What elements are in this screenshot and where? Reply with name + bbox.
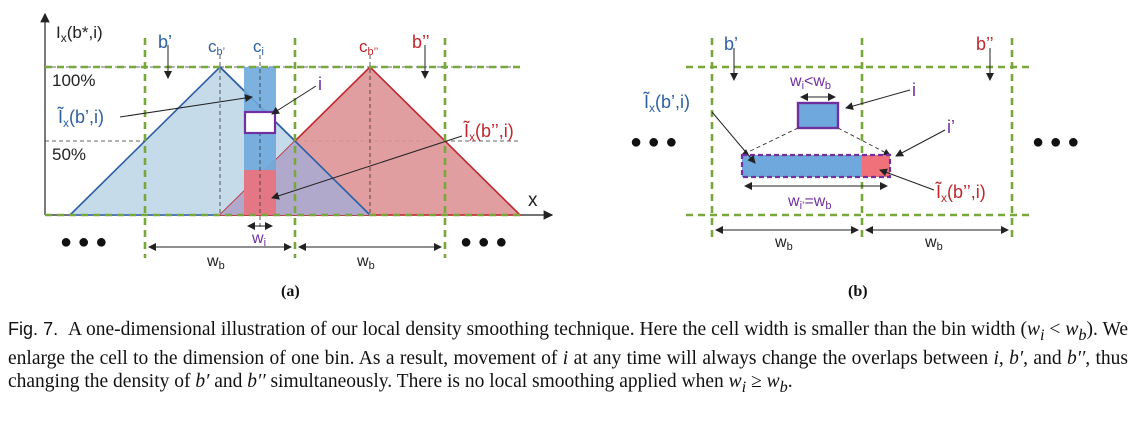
dots-b-right: ● ● ● — [1032, 131, 1079, 153]
enlarged-cell-label: i’ — [947, 117, 955, 137]
enlarged-cell-border — [740, 153, 892, 179]
small-cell-leader — [845, 89, 911, 110]
overlap-b-left-leader — [711, 111, 756, 164]
bin-b-width-right: wb — [924, 234, 943, 253]
dots-right: ● ● ● — [460, 231, 507, 253]
enlarged-leader — [895, 129, 946, 157]
panel-b: b’ b’’ wi<wb i i’ Ĩx(b’,i) Ĩx(b’’,i) wi’… — [630, 34, 1079, 300]
panel-a: Ix(b*,i) x 100% 50% b’ b’’ cb’ ci cb’’ i… — [40, 12, 554, 300]
bin-b-left-label: b’ — [724, 34, 738, 54]
bin-b-width-left: wb — [774, 234, 793, 253]
overlap-b-right-leader — [879, 168, 935, 191]
bin-left-label: b’ — [158, 32, 172, 52]
cell-width-label: wi — [251, 230, 266, 249]
dots-b-left: ● ● ● — [630, 131, 677, 153]
caption-text: A one-dimensional illustration of our lo… — [68, 319, 1027, 340]
proj-left — [741, 127, 799, 156]
bin-width-label-left: wb — [206, 253, 225, 272]
wi-prime-equals-label: wi’=wb — [787, 193, 831, 212]
bin-width-label-right: wb — [356, 253, 375, 272]
center-left-label: cb’ — [208, 37, 225, 58]
cell-box — [243, 110, 277, 135]
tick-100: 100% — [52, 71, 95, 90]
dots-left: ● ● ● — [60, 231, 107, 253]
enlarged-cell-red — [862, 155, 890, 177]
overlap-right-leader — [271, 135, 463, 200]
overlap-b-right-label: Ĩx(b’’,i) — [935, 181, 986, 205]
overlap-left-label: Ĩx(b’,i) — [57, 106, 104, 130]
figure-caption: Fig. 7. A one-dimensional illustration o… — [8, 319, 1128, 396]
figure-number: Fig. 7. — [8, 319, 59, 339]
x-axis-label: x — [528, 190, 538, 211]
tick-50: 50% — [52, 145, 86, 164]
panel-a-label: (a) — [281, 283, 300, 300]
panel-b-label: (b) — [848, 283, 868, 300]
bin-right-label: b’’ — [412, 32, 430, 52]
small-cell — [796, 101, 840, 130]
center-right-label: cb’’ — [359, 37, 378, 58]
small-cell-label: i — [912, 80, 916, 100]
proj-right — [837, 127, 891, 156]
overlap-right-label: Ĩx(b’’,i) — [463, 120, 514, 144]
bin-b-right-label: b’’ — [976, 34, 994, 54]
cell-leader — [271, 85, 317, 115]
enlarged-cell-blue — [742, 155, 862, 177]
cell-condition-label: wi<wb — [789, 73, 831, 92]
y-axis-label: Ix(b*,i) — [56, 23, 103, 45]
center-cell-label: ci — [253, 37, 264, 58]
overlap-b-left-label: Ĩx(b’,i) — [643, 91, 690, 115]
figure-7: Ix(b*,i) x 100% 50% b’ b’’ cb’ ci cb’’ i… — [40, 12, 1079, 300]
overlap-left-leader — [119, 94, 253, 118]
cell-label: i — [318, 74, 322, 94]
